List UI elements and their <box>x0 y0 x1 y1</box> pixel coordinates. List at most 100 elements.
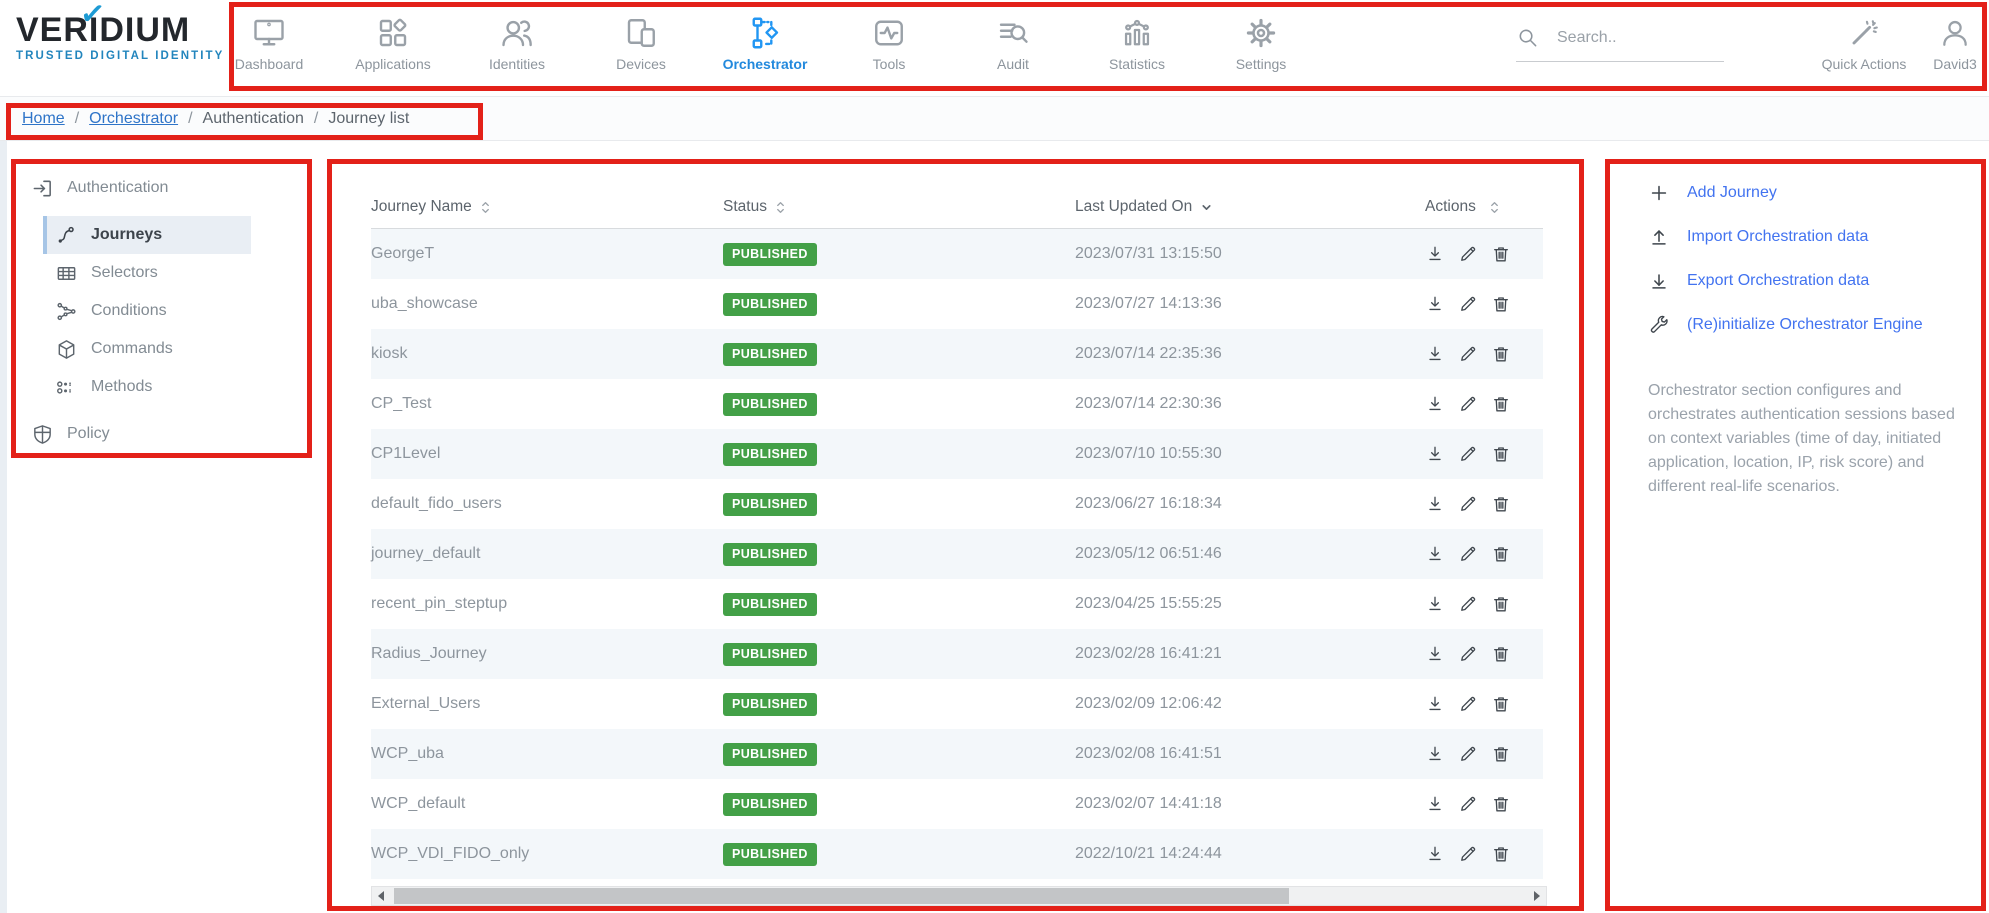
status-badge: PUBLISHED <box>723 542 817 566</box>
nav-item-dashboard[interactable]: Dashboard <box>207 15 331 72</box>
sidebar-section-policy[interactable]: Policy <box>31 414 322 454</box>
table-grid-icon <box>55 262 78 285</box>
last-updated-cell: 2023/04/25 15:55:25 <box>1075 595 1222 612</box>
download-journey-button[interactable] <box>1425 444 1445 464</box>
delete-journey-button[interactable] <box>1491 444 1511 464</box>
import-orchestration-data-button[interactable]: Import Orchestration data <box>1648 215 1989 259</box>
scrollbar-thumb[interactable] <box>394 888 1289 904</box>
apps-grid-icon <box>375 15 411 51</box>
sidebar-item-methods[interactable]: Methods <box>43 368 251 406</box>
status-badge: PUBLISHED <box>723 742 817 766</box>
column-header-status[interactable]: Status <box>723 198 1075 216</box>
status-badge: PUBLISHED <box>723 842 817 866</box>
download-journey-button[interactable] <box>1425 644 1445 664</box>
table-row: uba_showcase PUBLISHED 2023/07/27 14:13:… <box>371 279 1543 329</box>
delete-journey-button[interactable] <box>1491 244 1511 264</box>
reinitialize-orchestrator-engine-button[interactable]: (Re)initialize Orchestrator Engine <box>1648 303 1989 347</box>
actions-cell <box>1425 244 1543 264</box>
nav-item-audit[interactable]: Audit <box>951 15 1075 72</box>
breadcrumb-home-link[interactable]: Home <box>22 109 65 127</box>
nav-item-devices[interactable]: Devices <box>579 15 703 72</box>
breadcrumb-orchestrator-link[interactable]: Orchestrator <box>89 109 179 127</box>
edit-journey-button[interactable] <box>1458 694 1478 714</box>
download-journey-button[interactable] <box>1425 494 1445 514</box>
last-updated-cell: 2023/07/27 14:13:36 <box>1075 295 1222 312</box>
status-cell: PUBLISHED <box>723 842 1075 866</box>
edit-journey-button[interactable] <box>1458 344 1478 364</box>
delete-journey-button[interactable] <box>1491 794 1511 814</box>
sidebar-item-journeys[interactable]: Journeys <box>43 216 251 254</box>
delete-journey-button[interactable] <box>1491 544 1511 564</box>
delete-journey-button[interactable] <box>1491 344 1511 364</box>
edit-journey-button[interactable] <box>1458 494 1478 514</box>
download-journey-button[interactable] <box>1425 744 1445 764</box>
identities-people-icon <box>499 15 535 51</box>
delete-journey-button[interactable] <box>1491 294 1511 314</box>
delete-journey-button[interactable] <box>1491 694 1511 714</box>
edit-journey-button[interactable] <box>1458 544 1478 564</box>
search-input[interactable] <box>1555 27 1709 48</box>
nav-item-applications[interactable]: Applications <box>331 15 455 72</box>
edit-journey-button[interactable] <box>1458 594 1478 614</box>
delete-journey-button[interactable] <box>1491 594 1511 614</box>
actions-cell <box>1425 394 1543 414</box>
last-updated-cell: 2023/05/12 06:51:46 <box>1075 545 1222 562</box>
edit-journey-button[interactable] <box>1458 794 1478 814</box>
column-label: Journey Name <box>371 198 472 215</box>
column-header-journey-name[interactable]: Journey Name <box>371 198 723 216</box>
download-journey-button[interactable] <box>1425 244 1445 264</box>
delete-journey-button[interactable] <box>1491 394 1511 414</box>
veridium-logo[interactable]: VERIDIUM ✓ TRUSTED DIGITAL IDENTITY <box>16 0 224 62</box>
scroll-left-arrow[interactable] <box>378 891 384 901</box>
nav-item-statistics[interactable]: Statistics <box>1075 15 1199 72</box>
delete-journey-button[interactable] <box>1491 844 1511 864</box>
sidebar-item-selectors[interactable]: Selectors <box>43 254 251 292</box>
panel-link-label: Import Orchestration data <box>1687 228 1869 245</box>
status-badge: PUBLISHED <box>723 242 817 266</box>
nav-label: Identities <box>488 56 546 72</box>
nav-item-orchestrator[interactable]: Orchestrator <box>703 15 827 72</box>
column-header-actions[interactable]: Actions <box>1425 198 1543 216</box>
edit-journey-button[interactable] <box>1458 294 1478 314</box>
download-journey-button[interactable] <box>1425 544 1445 564</box>
edit-journey-button[interactable] <box>1458 394 1478 414</box>
edit-journey-button[interactable] <box>1458 844 1478 864</box>
nav-label: Statistics <box>1108 56 1165 72</box>
download-journey-button[interactable] <box>1425 794 1445 814</box>
last-updated-cell: 2023/07/31 13:15:50 <box>1075 245 1222 262</box>
quick-actions-button[interactable]: Quick Actions <box>1820 17 1908 72</box>
export-orchestration-data-button[interactable]: Export Orchestration data <box>1648 259 1989 303</box>
search-icon <box>1516 26 1539 49</box>
scroll-right-arrow[interactable] <box>1534 891 1540 901</box>
status-cell: PUBLISHED <box>723 492 1075 516</box>
sidebar-section-label: Authentication <box>67 179 169 196</box>
download-journey-button[interactable] <box>1425 394 1445 414</box>
download-journey-button[interactable] <box>1425 844 1445 864</box>
status-cell: PUBLISHED <box>723 342 1075 366</box>
nav-item-settings[interactable]: Settings <box>1199 15 1323 72</box>
journey-route-icon <box>55 224 78 247</box>
download-journey-button[interactable] <box>1425 594 1445 614</box>
actions-cell <box>1425 444 1543 464</box>
download-journey-button[interactable] <box>1425 344 1445 364</box>
logo-wordmark: VERIDIUM ✓ <box>16 0 224 48</box>
add-journey-button[interactable]: Add Journey <box>1648 171 1989 215</box>
sidebar-item-commands[interactable]: Commands <box>43 330 251 368</box>
column-header-last-updated[interactable]: Last Updated On <box>1075 198 1425 216</box>
edit-journey-button[interactable] <box>1458 244 1478 264</box>
delete-journey-button[interactable] <box>1491 494 1511 514</box>
horizontal-scrollbar[interactable] <box>371 886 1547 906</box>
delete-journey-button[interactable] <box>1491 644 1511 664</box>
edit-journey-button[interactable] <box>1458 644 1478 664</box>
nav-item-tools[interactable]: Tools <box>827 15 951 72</box>
sidebar-section-authentication[interactable]: Authentication <box>31 168 322 208</box>
download-journey-button[interactable] <box>1425 294 1445 314</box>
edit-journey-button[interactable] <box>1458 444 1478 464</box>
delete-journey-button[interactable] <box>1491 744 1511 764</box>
download-journey-button[interactable] <box>1425 694 1445 714</box>
status-cell: PUBLISHED <box>723 792 1075 816</box>
nav-item-identities[interactable]: Identities <box>455 15 579 72</box>
sidebar-item-conditions[interactable]: Conditions <box>43 292 251 330</box>
user-menu[interactable]: David3 <box>1922 17 1988 72</box>
edit-journey-button[interactable] <box>1458 744 1478 764</box>
